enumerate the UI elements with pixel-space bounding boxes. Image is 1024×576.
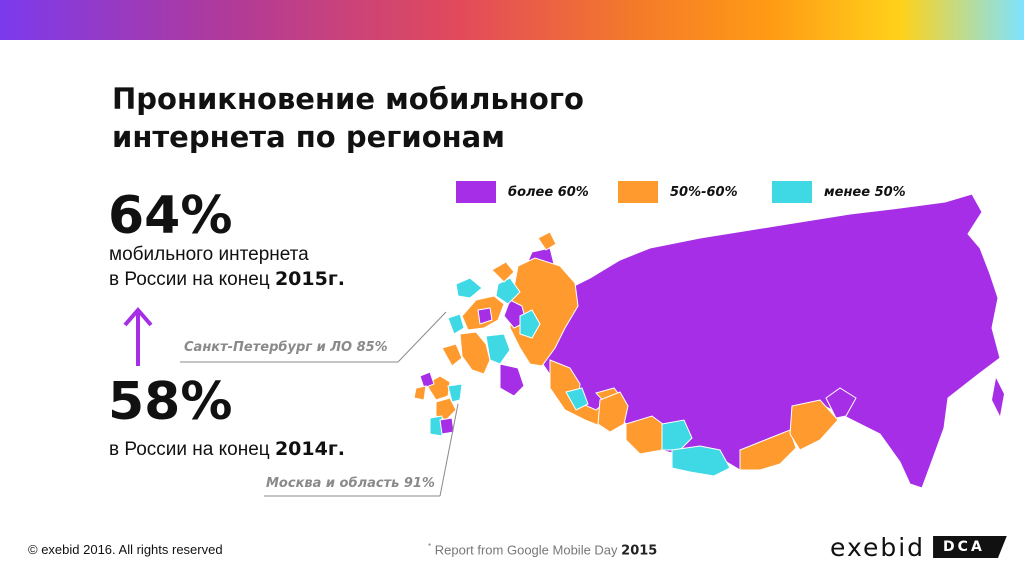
page-title: Проникновение мобильного интернета по ре… [112, 80, 672, 156]
stat-2015-value: 64% [108, 186, 233, 246]
top-gradient-bar [0, 0, 1024, 40]
page-title-line-1: Проникновение мобильного [112, 82, 584, 116]
footer-report-text: Report from Google Mobile Day [431, 542, 622, 558]
legend-label: менее 50% [824, 184, 906, 200]
legend-item-above-60: более 60% [456, 180, 589, 204]
up-arrow-icon [123, 306, 153, 366]
legend-swatch-orange [618, 181, 658, 203]
footer-asterisk: * [428, 542, 432, 551]
stat-2015-caption-1: мобильного интернета [109, 244, 309, 265]
footer-copyright: © exebid 2016. All rights reserved [28, 542, 223, 557]
legend-label: более 60% [508, 184, 589, 200]
stat-2014-year: 2014г. [274, 438, 345, 460]
callout-spb: Санкт-Петербург и ЛО 85% [184, 340, 388, 355]
footer-report-year: 2015 [621, 543, 658, 559]
footer-report: * Report from Google Mobile Day 2015 [428, 542, 657, 558]
logo-badge: DCA [933, 536, 1007, 558]
stat-2014-caption: в России на конец 2014г. [109, 438, 345, 461]
legend-label: 50%-60% [670, 184, 738, 200]
stat-2015-caption-prefix: в России на конец [109, 269, 275, 290]
stat-2014-caption-prefix: в России на конец [109, 439, 275, 460]
stat-2015-year: 2015г. [274, 268, 345, 290]
stat-2015-caption-2: в России на конец 2015г. [109, 268, 345, 291]
stat-2014-value: 58% [108, 372, 233, 432]
logo-wordmark: exebid [830, 532, 926, 562]
legend-swatch-cyan [772, 181, 812, 203]
legend-item-50-60: 50%-60% [618, 180, 738, 204]
callout-moscow: Москва и область 91% [266, 476, 435, 491]
russia-regions-map [413, 193, 1004, 488]
legend-item-below-50: менее 50% [772, 180, 906, 204]
page-title-line-2: интернета по регионам [112, 120, 505, 154]
exebid-logo: exebid DCA [830, 532, 1007, 562]
legend-swatch-purple [456, 181, 496, 203]
